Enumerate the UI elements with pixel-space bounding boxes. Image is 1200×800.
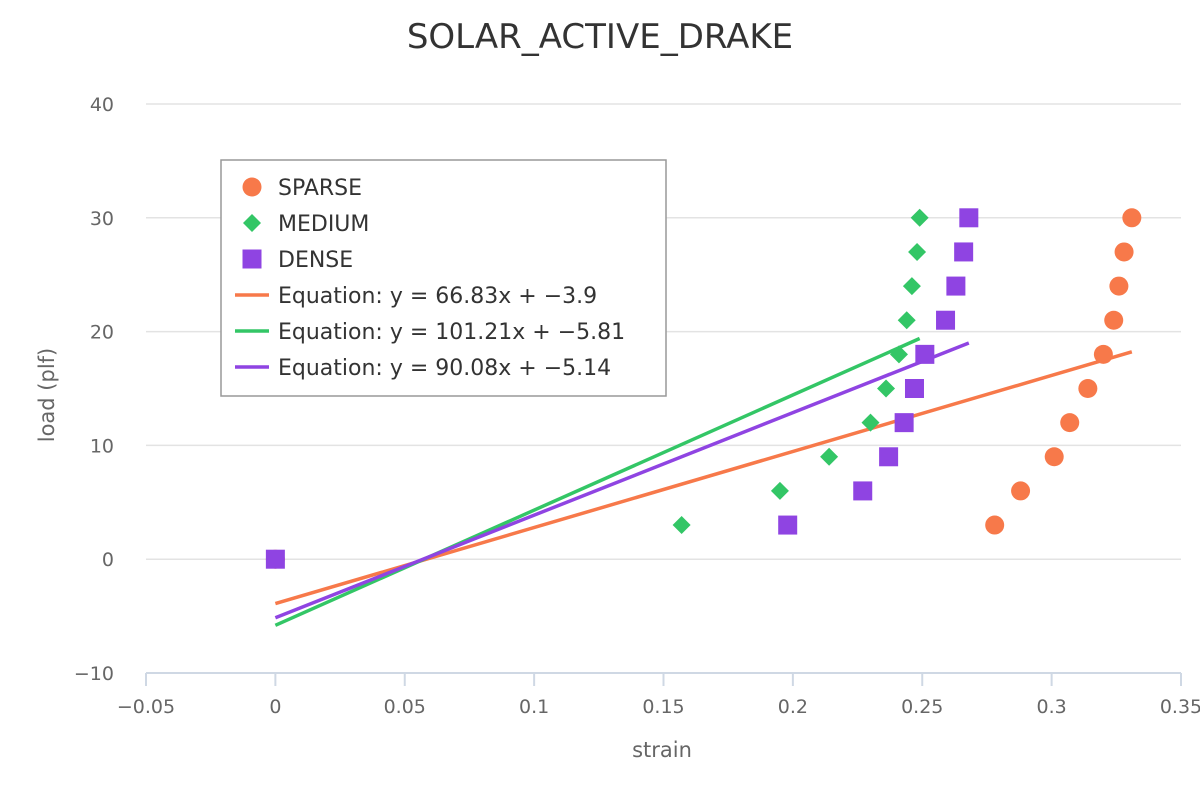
trendline [274,341,970,620]
legend-symbol [242,249,262,269]
legend-symbol [243,214,261,232]
data-point[interactable] [954,242,974,262]
x-tick-label: 0.05 [384,696,426,718]
x-tick-label: −0.05 [117,696,175,718]
x-tick-label: 0.2 [778,696,808,718]
x-tick-label: 0.35 [1160,696,1200,718]
legend-label[interactable]: DENSE [278,248,353,273]
data-point[interactable] [959,208,979,228]
data-point[interactable] [894,413,914,433]
data-point[interactable] [1122,208,1142,228]
legend-label[interactable]: Equation: y = 90.08x + −5.14 [278,356,611,381]
data-point[interactable] [1060,413,1080,433]
data-point[interactable] [908,242,927,261]
legend-label[interactable]: Equation: y = 66.83x + −3.9 [278,284,597,309]
data-point[interactable] [853,481,873,501]
data-point[interactable] [1093,344,1113,364]
data-point[interactable] [877,379,896,398]
data-point[interactable] [985,515,1005,535]
data-point[interactable] [902,277,921,296]
data-point[interactable] [915,344,935,364]
data-point[interactable] [265,549,285,569]
x-tick-label: 0.15 [642,696,684,718]
data-point[interactable] [820,447,839,466]
data-point[interactable] [879,447,899,467]
legend-box [220,159,667,397]
data-point[interactable] [1078,379,1098,398]
trendlines [274,336,1133,627]
y-axis-title: load (plf) [35,348,59,443]
y-tick-label: 0 [102,549,114,571]
trendline [274,336,921,627]
axes: −10 0 10 20 30 40 −0.05 0 0.05 0.1 0.15 0.2 0.25 0.3 0… [74,94,1200,718]
x-axis-title: strain [632,738,692,762]
x-tick-label: 0.1 [519,696,549,718]
data-point[interactable] [897,311,916,330]
data-point[interactable] [889,345,908,364]
legend-label[interactable]: MEDIUM [278,212,369,237]
chart-title: SOLAR_ACTIVE_DRAKE [407,17,793,57]
data-point[interactable] [770,481,789,500]
data-point[interactable] [946,276,966,296]
y-tick-label: 20 [90,322,114,344]
data-point[interactable] [1104,310,1124,330]
y-tick-label: 30 [90,208,114,230]
data-point[interactable] [778,515,798,535]
data-point[interactable] [861,413,880,432]
legend-symbol [242,177,262,197]
x-tick-label: 0 [269,696,281,718]
x-tick-label: 0.3 [1037,696,1067,718]
data-point[interactable] [672,516,691,535]
x-tick-label: 0.25 [901,696,943,718]
legend[interactable]: SPARSE MEDIUM DENSE Equation: y = 66.83x + … [220,159,667,397]
data-point[interactable] [1044,447,1064,467]
data-point[interactable] [936,310,956,330]
data-point[interactable] [1114,242,1134,262]
legend-label[interactable]: Equation: y = 101.21x + −5.81 [278,320,625,345]
data-point[interactable] [904,379,924,398]
data-point[interactable] [1011,481,1031,501]
data-point[interactable] [910,208,929,227]
legend-label[interactable]: SPARSE [278,176,362,201]
y-tick-label: −10 [74,663,114,685]
data-markers [265,208,1142,569]
y-tick-label: 10 [90,435,114,457]
y-tick-label: 40 [90,94,114,116]
data-point[interactable] [1109,276,1129,296]
